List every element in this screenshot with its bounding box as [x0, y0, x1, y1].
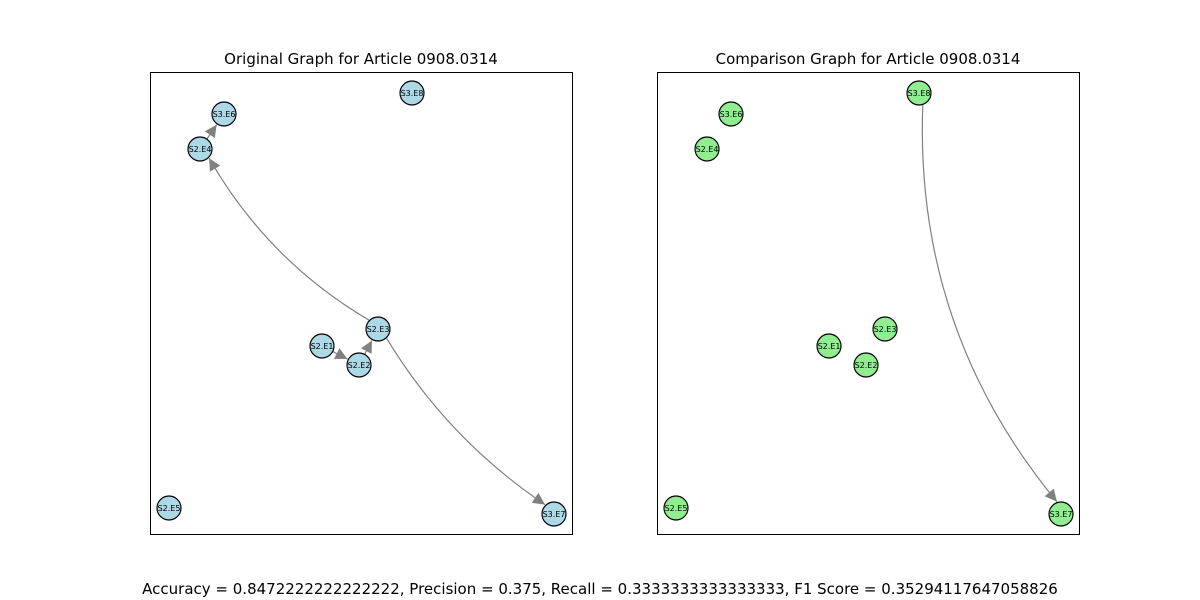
- node-circle: [718, 101, 744, 127]
- node-s2-e4: S2.E4: [187, 136, 213, 162]
- node-s2-e1: S2.E1: [816, 333, 842, 359]
- edge-s2-e4-to-s3-e6: [204, 124, 218, 140]
- edge-s3-e8-to-s3-e7: [921, 104, 1058, 503]
- node-s3-e6: S3.E6: [211, 101, 237, 127]
- node-circle: [156, 495, 182, 521]
- node-circle: [663, 495, 689, 521]
- node-label: S3.E8: [401, 89, 424, 98]
- comparison-graph-edges: [921, 104, 1058, 503]
- edge-s2-e3-to-s2-e4: [208, 157, 370, 321]
- node-s3-e6: S3.E6: [718, 101, 744, 127]
- node-s2-e5: S2.E5: [663, 495, 689, 521]
- node-circle: [541, 501, 567, 527]
- node-label: S2.E2: [855, 361, 878, 370]
- node-label: S3.E6: [720, 110, 743, 119]
- node-label: S2.E5: [665, 504, 688, 513]
- node-label: S2.E3: [874, 325, 897, 334]
- metrics-summary: Accuracy = 0.8472222222222222, Precision…: [142, 580, 1058, 598]
- original-graph-panel: Original Graph for Article 0908.0314 S3.…: [150, 50, 573, 535]
- node-label: S2.E3: [367, 325, 390, 334]
- node-circle: [816, 333, 842, 359]
- node-circle: [399, 80, 425, 106]
- comparison-graph-title: Comparison Graph for Article 0908.0314: [716, 50, 1021, 68]
- original-graph-nodes: S3.E6 S3.E8 S2.E4 S2.E3 S2.E1 S2.E2 S2.E5 S3.E7: [156, 80, 567, 527]
- node-label: S3.E7: [1050, 510, 1073, 519]
- node-s2-e1: S2.E1: [309, 333, 335, 359]
- node-label: S2.E2: [348, 361, 371, 370]
- edge-s2-e3-to-s3-e7: [385, 337, 546, 506]
- node-s2-e5: S2.E5: [156, 495, 182, 521]
- comparison-graph-frame: [657, 72, 1080, 535]
- node-label: S3.E7: [543, 510, 566, 519]
- node-circle: [187, 136, 213, 162]
- node-s3-e7: S3.E7: [1048, 501, 1074, 527]
- node-label: S2.E4: [189, 145, 212, 154]
- comparison-graph-nodes: S3.E6 S3.E8 S2.E4 S2.E3 S2.E1 S2.E2 S2.E5 S3.E7: [663, 80, 1074, 527]
- node-circle: [872, 316, 898, 342]
- node-circle: [694, 136, 720, 162]
- node-circle: [906, 80, 932, 106]
- original-graph-frame: [150, 72, 573, 535]
- node-circle: [853, 352, 879, 378]
- node-circle: [1048, 501, 1074, 527]
- comparison-graph-panel: Comparison Graph for Article 0908.0314 S…: [657, 50, 1080, 535]
- node-label: S3.E6: [213, 110, 236, 119]
- node-s2-e4: S2.E4: [694, 136, 720, 162]
- node-label: S2.E5: [158, 504, 181, 513]
- node-s3-e7: S3.E7: [541, 501, 567, 527]
- original-graph-title: Original Graph for Article 0908.0314: [224, 50, 498, 68]
- node-circle: [211, 101, 237, 127]
- original-graph-edges: [204, 124, 546, 506]
- node-s2-e3: S2.E3: [872, 316, 898, 342]
- node-s3-e8: S3.E8: [906, 80, 932, 106]
- node-s3-e8: S3.E8: [399, 80, 425, 106]
- node-circle: [309, 333, 335, 359]
- edge-s2-e1-to-s2-e2: [332, 348, 348, 360]
- node-label: S2.E4: [696, 145, 719, 154]
- node-label: S3.E8: [908, 89, 931, 98]
- node-label: S2.E1: [311, 342, 334, 351]
- node-label: S2.E1: [818, 342, 841, 351]
- node-circle: [365, 316, 391, 342]
- node-s2-e2: S2.E2: [346, 352, 372, 378]
- edge-s2-e2-to-s2-e3: [361, 340, 373, 355]
- node-circle: [346, 352, 372, 378]
- node-s2-e2: S2.E2: [853, 352, 879, 378]
- node-s2-e3: S2.E3: [365, 316, 391, 342]
